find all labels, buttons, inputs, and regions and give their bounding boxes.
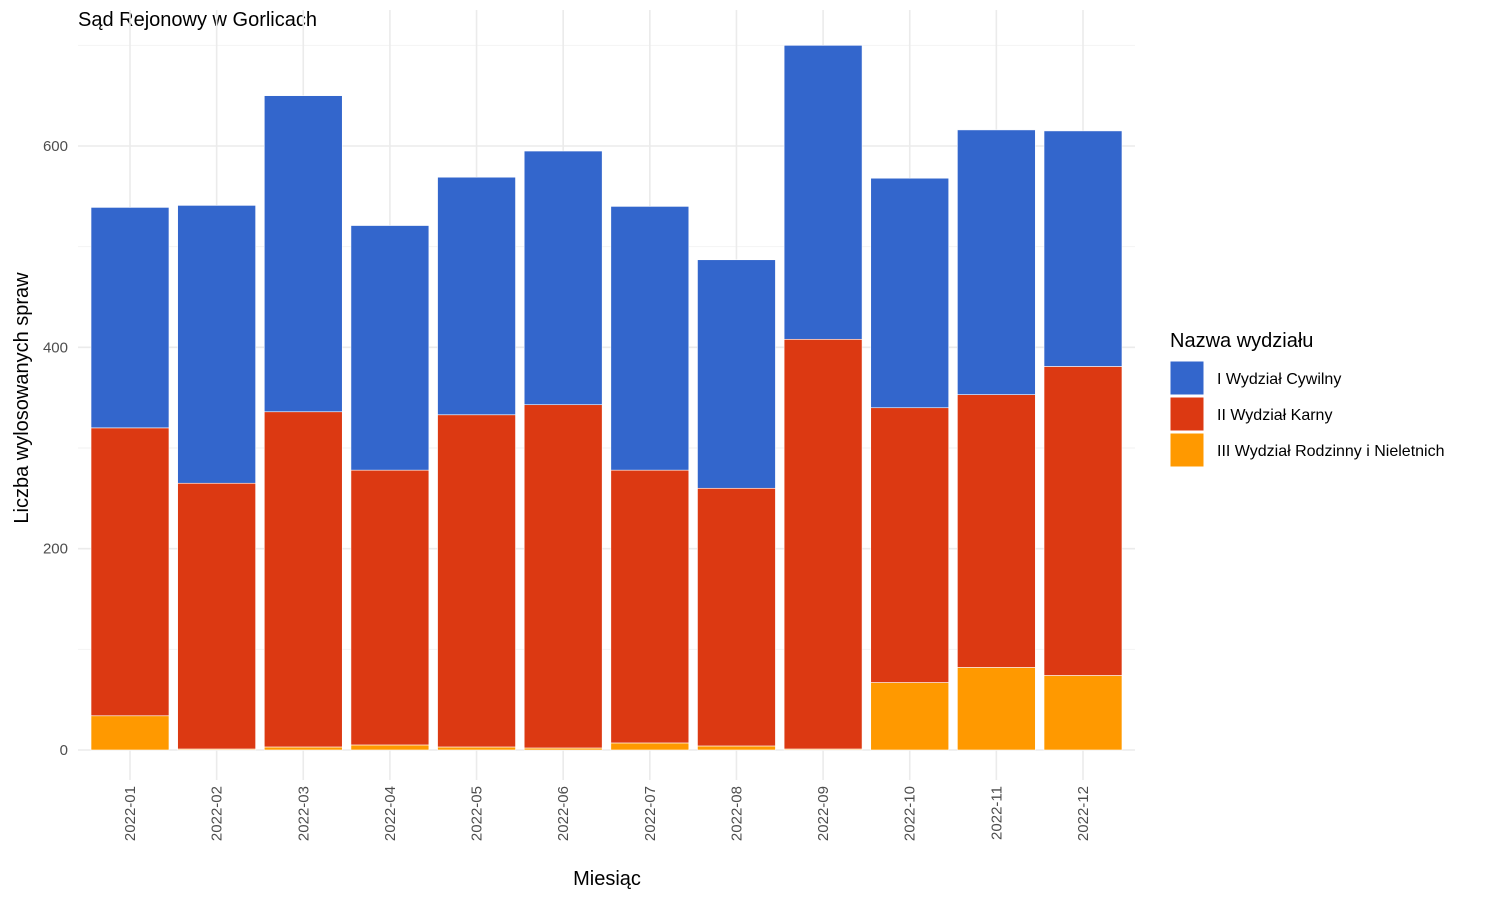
x-tick-label: 2022-10: [902, 786, 919, 841]
y-tick-label: 600: [43, 138, 68, 155]
bar-segment: [783, 338, 863, 750]
bar-segment: [263, 746, 343, 751]
x-tick-label: 2022-11: [988, 786, 1005, 840]
bar-segment: [437, 176, 516, 416]
bar-segment: [697, 259, 776, 489]
bar-segment: [437, 414, 516, 748]
bar-segment: [697, 745, 776, 751]
bars: [90, 45, 1123, 751]
bar-segment: [957, 667, 1036, 751]
x-tick-label: 2022-08: [728, 786, 745, 841]
y-axis-ticks: 0 200 400 600: [43, 138, 68, 759]
legend-title: Nazwa wydziału: [1170, 330, 1313, 352]
x-tick-label: 2022-09: [815, 786, 832, 841]
bar-segment: [90, 427, 170, 717]
bar-segment: [350, 225, 430, 471]
bar-segment: [610, 742, 690, 751]
bar-segment: [350, 744, 430, 751]
x-tick-label: 2022-07: [642, 786, 659, 841]
x-tick-label: 2022-06: [555, 786, 572, 841]
legend: Nazwa wydziału I Wydział Cywilny II Wydzi…: [1169, 330, 1445, 468]
legend-label: III Wydział Rodzinny i Nieletnich: [1217, 443, 1445, 460]
bar-segment: [957, 394, 1036, 668]
bar-segment: [783, 45, 863, 340]
x-axis-title: Miesiąc: [573, 868, 641, 890]
bar-segment: [263, 95, 343, 413]
bar-segment: [350, 469, 430, 746]
bar-segment: [1043, 130, 1123, 367]
bar-segment: [177, 482, 256, 750]
legend-key: [1169, 396, 1205, 432]
bar-segment: [610, 469, 690, 744]
bar-segment: [1043, 675, 1123, 751]
bar-segment: [263, 411, 343, 748]
y-tick-label: 400: [43, 339, 68, 356]
bar-segment: [610, 206, 690, 471]
bar-segment: [870, 177, 950, 409]
x-tick-label: 2022-12: [1075, 786, 1092, 841]
bar-segment: [90, 715, 170, 751]
legend-label: I Wydział Cywilny: [1217, 371, 1341, 388]
x-tick-label: 2022-03: [295, 786, 312, 841]
bar-segment: [523, 747, 603, 751]
bar-segment: [523, 404, 603, 749]
bar-segment: [177, 205, 256, 484]
bar-segment: [870, 682, 950, 751]
bar-segment: [437, 746, 516, 751]
x-tick-label: 2022-01: [122, 786, 139, 841]
y-tick-label: 0: [60, 742, 68, 759]
y-tick-label: 200: [43, 541, 68, 558]
bar-segment: [90, 207, 170, 429]
legend-key: [1169, 360, 1205, 396]
chart-title: Sąd Rejonowy w Gorlicach: [78, 9, 317, 31]
x-tick-label: 2022-04: [382, 786, 399, 841]
bar-segment: [697, 487, 776, 747]
x-axis-ticks: 2022-01 2022-02 2022-03 2022-04 2022-05 2022-…: [122, 786, 1092, 841]
legend-label: II Wydział Karny: [1217, 407, 1332, 424]
bar-segment: [870, 407, 950, 683]
x-tick-label: 2022-05: [469, 786, 486, 841]
legend-key: [1169, 432, 1205, 468]
bar-segment: [957, 129, 1036, 395]
bar-segment: [1043, 366, 1123, 676]
y-axis-title: Liczba wylosowanych spraw: [11, 272, 33, 524]
x-tick-label: 2022-02: [209, 786, 226, 841]
bar-segment: [523, 150, 603, 406]
